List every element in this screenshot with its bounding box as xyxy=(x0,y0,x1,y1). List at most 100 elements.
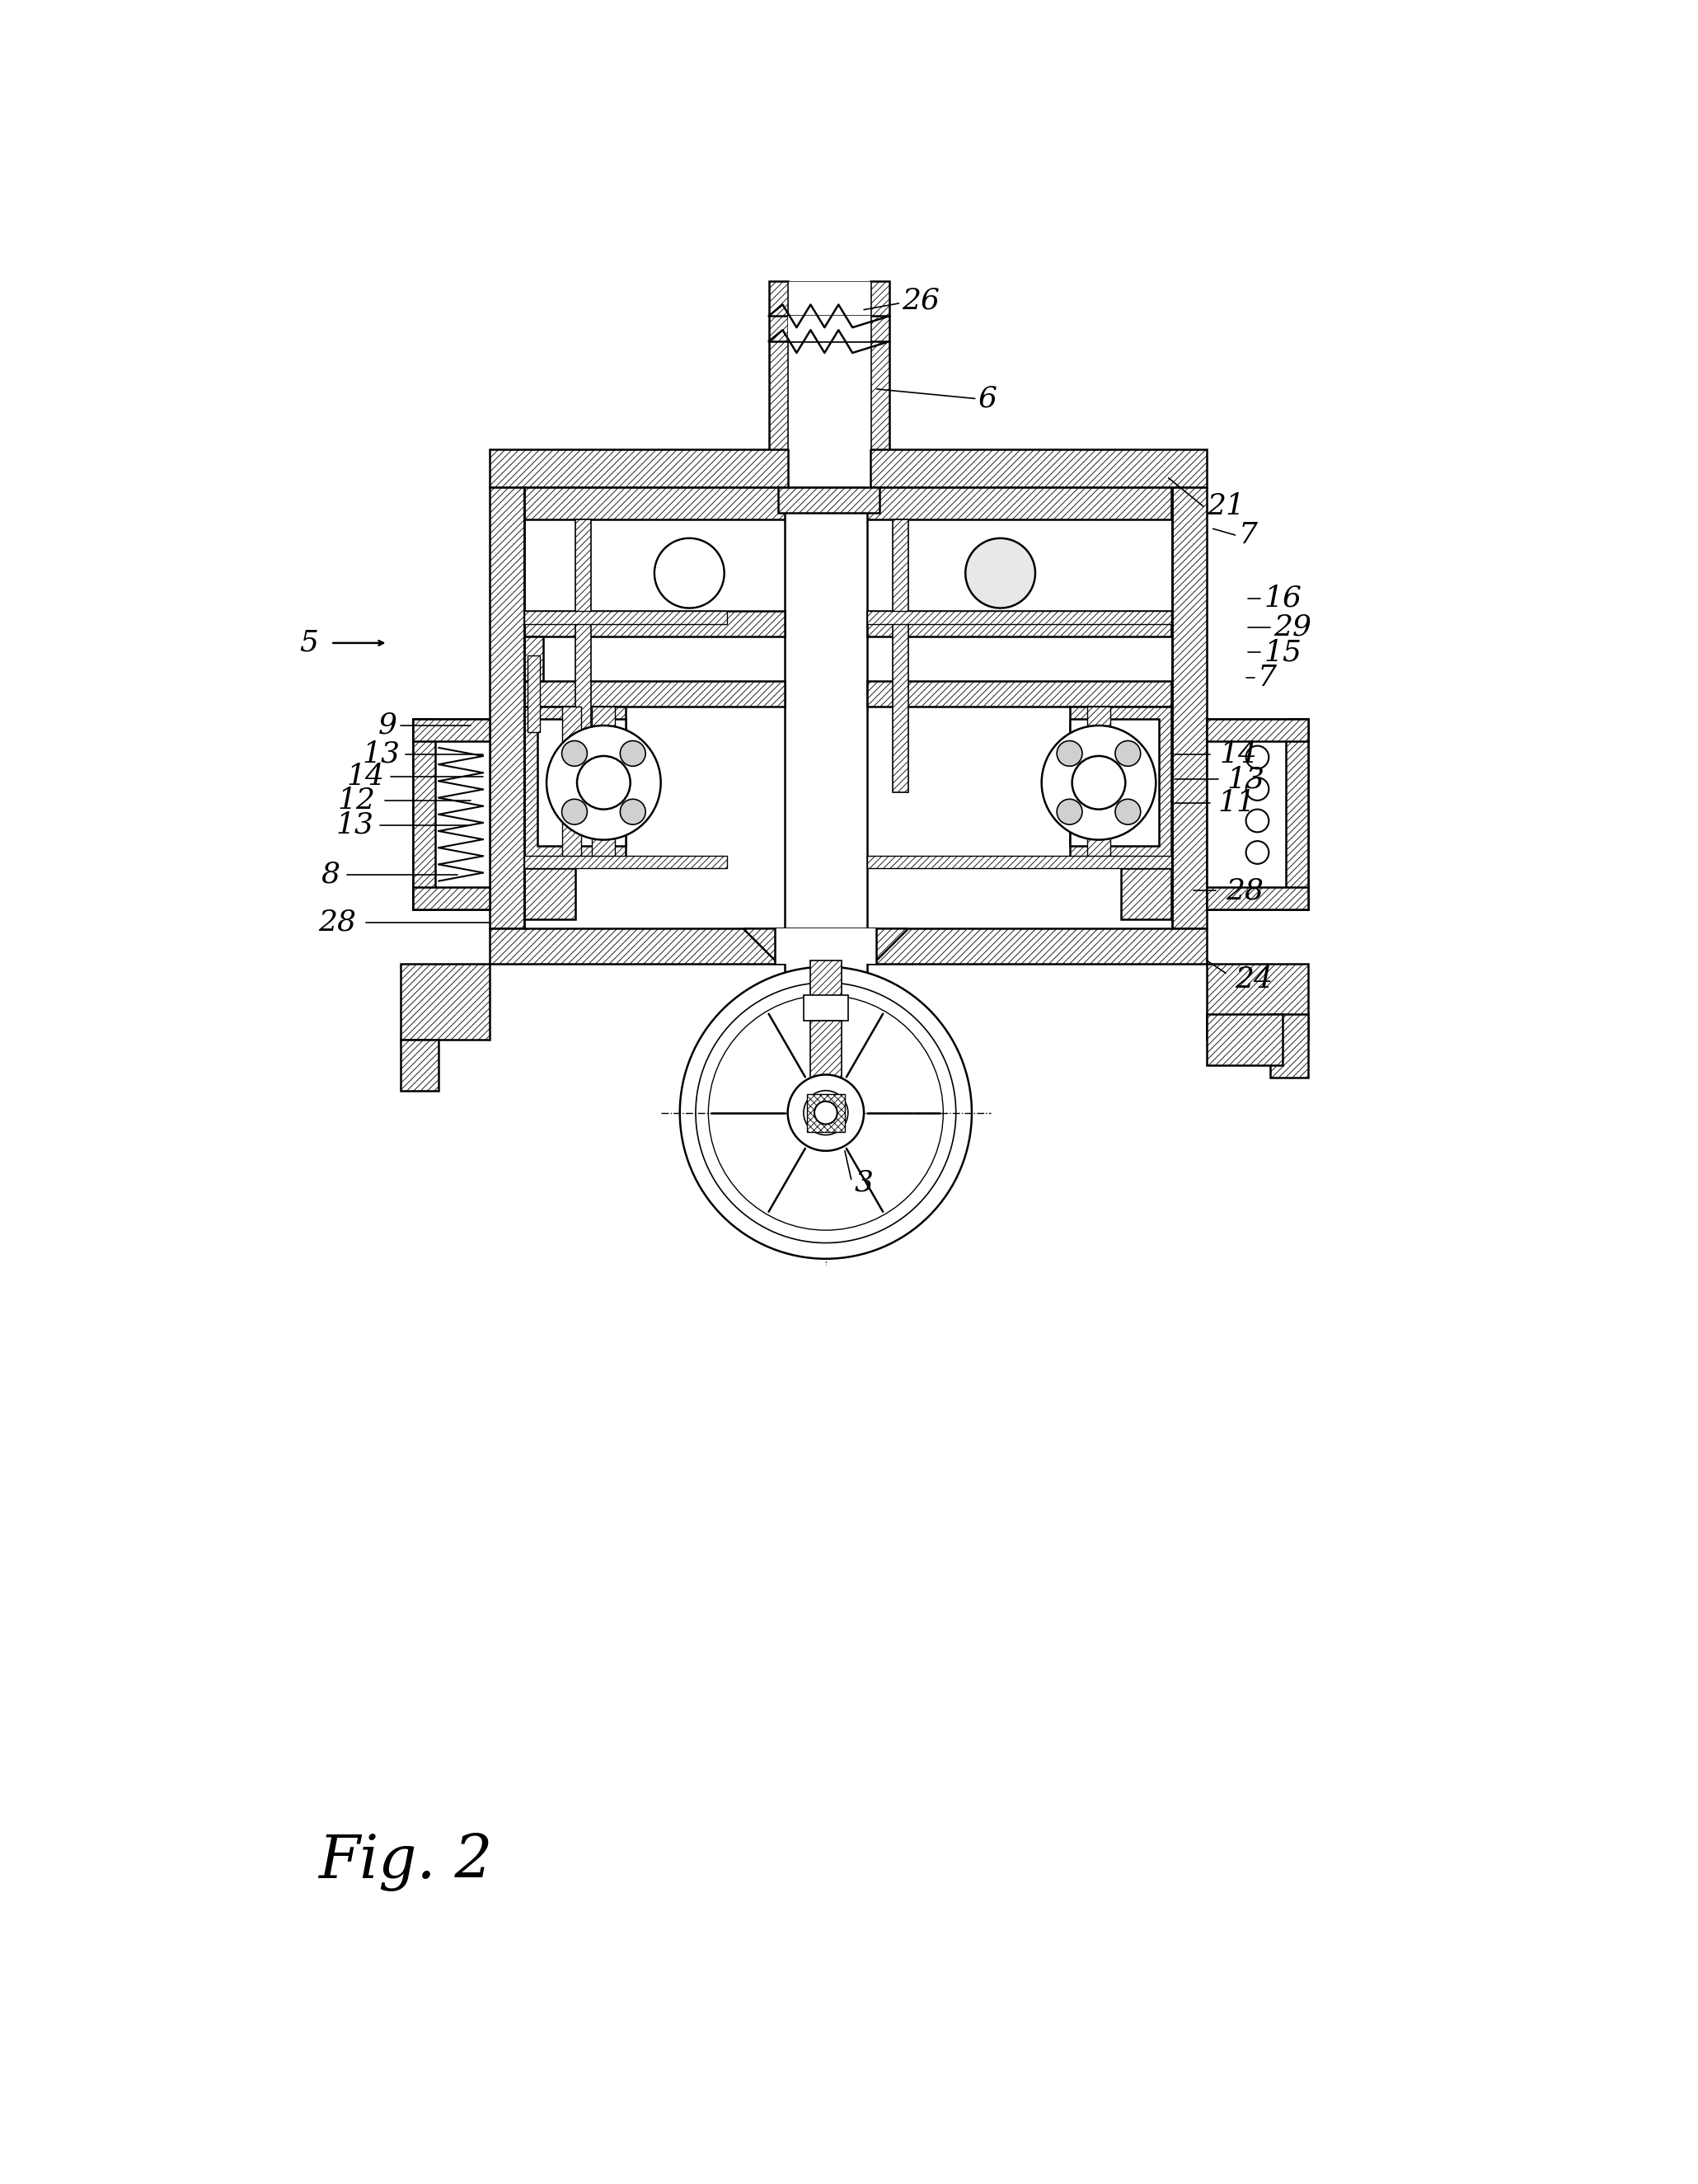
Text: 9: 9 xyxy=(379,712,397,740)
Circle shape xyxy=(1056,740,1082,767)
Text: 13: 13 xyxy=(1228,764,1265,793)
Bar xyxy=(868,612,1172,636)
Text: 14: 14 xyxy=(1219,740,1257,769)
Circle shape xyxy=(679,968,971,1258)
Bar xyxy=(528,655,540,732)
Bar xyxy=(525,487,1172,520)
Bar xyxy=(778,487,880,513)
Bar xyxy=(1207,719,1307,909)
Bar xyxy=(1070,705,1172,858)
Bar xyxy=(807,1094,846,1131)
Bar xyxy=(810,1020,842,1083)
Text: 3: 3 xyxy=(854,1168,873,1197)
Bar xyxy=(1285,719,1307,909)
Text: Fig. 2: Fig. 2 xyxy=(318,1832,492,1891)
Text: 8: 8 xyxy=(321,860,340,889)
Bar xyxy=(788,282,869,472)
Circle shape xyxy=(1071,756,1126,810)
Circle shape xyxy=(708,996,942,1230)
Bar xyxy=(788,450,869,487)
Circle shape xyxy=(1246,810,1268,832)
Circle shape xyxy=(696,983,956,1243)
Circle shape xyxy=(620,740,645,767)
Circle shape xyxy=(562,799,588,826)
Circle shape xyxy=(547,725,661,841)
Bar xyxy=(1207,963,1307,1040)
Circle shape xyxy=(788,1075,864,1151)
Bar xyxy=(537,719,627,845)
Circle shape xyxy=(966,537,1036,607)
Bar xyxy=(576,520,591,793)
Circle shape xyxy=(1246,841,1268,865)
Bar xyxy=(893,520,908,793)
Text: 16: 16 xyxy=(1263,585,1302,612)
Bar xyxy=(1207,887,1307,909)
Circle shape xyxy=(803,1090,847,1136)
Text: 12: 12 xyxy=(338,786,375,815)
Text: 7: 7 xyxy=(1238,522,1257,548)
Circle shape xyxy=(577,756,630,810)
Circle shape xyxy=(1246,745,1268,769)
Text: 24: 24 xyxy=(1234,965,1274,994)
Circle shape xyxy=(1056,799,1082,826)
Bar xyxy=(1207,1013,1282,1066)
Text: 26: 26 xyxy=(902,286,941,314)
Text: 13: 13 xyxy=(336,810,374,839)
Circle shape xyxy=(620,799,645,826)
Text: 14: 14 xyxy=(346,762,385,791)
Text: 11: 11 xyxy=(1217,788,1257,817)
Bar xyxy=(1121,869,1172,919)
Text: 7: 7 xyxy=(1258,664,1277,692)
Bar xyxy=(489,487,525,928)
Bar xyxy=(803,996,847,1020)
Bar xyxy=(593,705,615,858)
Bar xyxy=(1207,719,1307,740)
Bar xyxy=(868,856,1172,869)
Circle shape xyxy=(1116,799,1141,826)
Bar xyxy=(774,928,876,963)
Bar xyxy=(1070,719,1160,845)
Bar xyxy=(788,317,869,341)
Circle shape xyxy=(815,1101,837,1125)
Bar xyxy=(525,612,727,625)
Text: 6: 6 xyxy=(978,384,997,413)
Circle shape xyxy=(655,539,723,607)
Bar xyxy=(413,719,489,740)
Text: 29: 29 xyxy=(1274,614,1311,642)
Bar xyxy=(1270,1013,1307,1079)
Text: 5: 5 xyxy=(299,629,318,657)
Circle shape xyxy=(657,539,722,607)
Bar xyxy=(525,681,784,705)
Bar xyxy=(525,612,784,636)
Bar xyxy=(1087,705,1110,858)
Bar xyxy=(401,1040,438,1090)
Bar xyxy=(869,282,890,472)
Bar xyxy=(489,928,1207,963)
Bar xyxy=(413,887,489,909)
Bar xyxy=(868,612,1172,625)
Circle shape xyxy=(1041,725,1156,841)
Text: 21: 21 xyxy=(1207,491,1245,520)
Circle shape xyxy=(562,740,588,767)
Circle shape xyxy=(654,537,725,607)
Bar xyxy=(810,961,842,998)
Text: 28: 28 xyxy=(318,909,357,937)
Circle shape xyxy=(1246,778,1268,799)
Bar xyxy=(413,719,489,909)
Bar xyxy=(525,636,543,681)
Text: 15: 15 xyxy=(1263,638,1302,666)
Bar xyxy=(525,869,576,919)
Bar xyxy=(525,856,727,869)
Bar xyxy=(784,487,868,978)
Bar xyxy=(525,705,627,858)
Circle shape xyxy=(1116,740,1141,767)
Polygon shape xyxy=(744,928,908,961)
Bar xyxy=(1172,487,1207,928)
Bar xyxy=(769,282,788,472)
Text: 13: 13 xyxy=(363,740,401,769)
Bar xyxy=(413,719,435,909)
Bar xyxy=(489,450,1207,487)
Bar xyxy=(562,705,581,865)
Text: 28: 28 xyxy=(1226,876,1263,904)
Bar xyxy=(401,963,489,1040)
